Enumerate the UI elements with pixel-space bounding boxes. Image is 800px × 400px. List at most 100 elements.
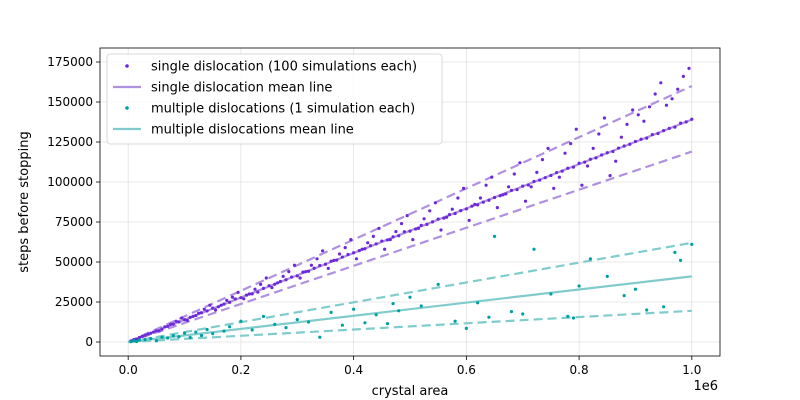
multiple-data-point	[532, 247, 536, 251]
single-data-point	[166, 324, 170, 328]
single-data-point	[594, 156, 598, 160]
single-data-point	[659, 81, 663, 85]
single-data-point	[687, 66, 691, 70]
single-data-point	[512, 172, 516, 176]
multiple-data-point	[645, 308, 649, 312]
single-data-point	[394, 230, 398, 234]
single-data-point	[264, 276, 268, 280]
single-data-point	[363, 247, 367, 251]
single-data-point	[377, 226, 381, 230]
single-data-point	[388, 238, 392, 242]
single-data-point	[439, 228, 443, 232]
single-data-point	[569, 142, 573, 146]
single-data-point	[639, 137, 643, 141]
single-data-point	[270, 286, 274, 290]
multiple-data-point	[374, 313, 378, 317]
single-data-point	[253, 287, 257, 291]
single-data-point	[549, 173, 553, 178]
legend-label: single dislocation mean line	[151, 81, 332, 96]
multiple-data-point	[135, 339, 139, 344]
multiple-data-point	[318, 335, 322, 339]
single-data-point	[411, 238, 415, 242]
single-data-point	[239, 296, 243, 300]
multiple-data-point	[408, 295, 412, 299]
multiple-data-point	[385, 322, 390, 326]
single-data-point	[453, 211, 457, 216]
single-data-point	[137, 335, 142, 340]
multiple-data-point	[199, 333, 204, 338]
single-data-point	[360, 247, 364, 251]
multiple-data-point	[453, 319, 457, 323]
single-data-point	[690, 117, 694, 121]
multiple-data-point	[228, 325, 232, 329]
single-data-point	[566, 166, 570, 170]
single-data-point	[470, 204, 474, 208]
single-data-point	[645, 136, 649, 140]
multiple-data-point	[605, 274, 609, 278]
multiple-data-point	[340, 323, 344, 327]
y-tick-label: 25000	[55, 295, 93, 309]
single-data-point	[247, 292, 251, 296]
single-data-point	[337, 252, 342, 256]
single-data-point	[197, 311, 201, 315]
single-data-point	[498, 194, 502, 198]
single-data-point	[335, 258, 339, 262]
multiple-data-point	[509, 310, 514, 314]
single-data-point	[292, 263, 297, 267]
single-data-point	[616, 146, 621, 150]
single-data-point	[428, 209, 432, 213]
single-data-point	[473, 202, 477, 206]
multiple-data-point	[577, 284, 581, 288]
multiple-data-point	[306, 320, 311, 324]
y-tick-label: 0	[85, 335, 93, 349]
single-data-point	[191, 314, 195, 318]
multiple-data-point	[188, 335, 192, 340]
single-data-point	[225, 298, 229, 302]
single-data-point	[523, 199, 528, 203]
single-data-point	[146, 332, 150, 336]
single-data-point	[554, 170, 559, 175]
single-data-point	[182, 318, 187, 322]
single-data-point	[185, 318, 189, 322]
multiple-data-point	[222, 329, 226, 333]
multiple-data-point	[295, 318, 299, 322]
multiple-data-point	[154, 339, 158, 343]
single-data-point	[256, 290, 260, 294]
single-data-point	[154, 329, 158, 333]
multiple-data-point	[352, 307, 356, 311]
multiple-data-point	[476, 301, 480, 305]
single-data-point	[408, 229, 412, 233]
multiple-data-point	[464, 326, 468, 330]
single-data-point	[332, 258, 336, 262]
single-data-point	[529, 185, 533, 189]
y-tick-label: 125000	[47, 135, 93, 149]
multiple-data-point	[690, 242, 694, 246]
single-data-point	[202, 307, 206, 311]
single-data-point	[526, 183, 530, 187]
multiple-mean-line	[128, 275, 692, 344]
single-data-point	[295, 274, 299, 278]
single-data-point	[261, 286, 266, 290]
x-tick-label: 1.0	[682, 363, 701, 377]
single-data-point	[611, 149, 615, 154]
single-data-point	[352, 251, 356, 255]
single-data-point	[140, 334, 144, 338]
single-data-point	[662, 129, 666, 133]
band-lines	[127, 84, 693, 344]
single-data-point	[416, 226, 421, 230]
single-data-point	[374, 242, 378, 246]
legend-box	[106, 53, 443, 145]
single-data-point	[244, 293, 249, 297]
single-data-point	[681, 74, 685, 78]
single-data-point	[343, 246, 347, 250]
y-axis-ticks: 0 25000 50000 75000 100000 125000 150000 175000	[47, 55, 100, 349]
multiple-data-point	[284, 326, 288, 330]
single-data-point	[600, 153, 604, 157]
single-data-point	[273, 282, 277, 286]
y-tick-label: 150000	[47, 95, 93, 109]
single-data-point	[560, 169, 564, 173]
single-data-point	[405, 214, 409, 218]
single-data-point	[608, 174, 612, 178]
single-data-point	[160, 327, 164, 331]
single-data-point	[436, 217, 440, 221]
